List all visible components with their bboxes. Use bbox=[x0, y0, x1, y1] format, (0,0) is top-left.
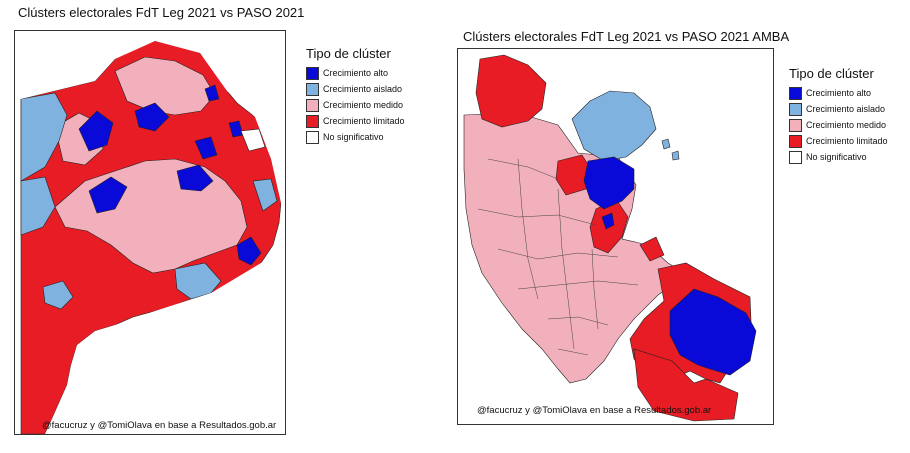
region-alto-6 bbox=[236, 236, 262, 266]
amba-island-2 bbox=[671, 150, 680, 161]
right-legend-item-limitado: Crecimiento limitado bbox=[789, 133, 888, 149]
region-alto-4 bbox=[176, 164, 214, 192]
right-map-frame bbox=[457, 48, 774, 425]
legend-swatch bbox=[306, 114, 319, 128]
right-map-credit: @facucruz y @TomiOlava en base a Resulta… bbox=[477, 405, 712, 416]
region-nosig bbox=[240, 128, 266, 152]
legend-label: Crecimiento alto bbox=[323, 68, 389, 78]
legend-label: Crecimiento limitado bbox=[323, 116, 405, 126]
region-aislado-southwest bbox=[20, 176, 56, 236]
legend-swatch bbox=[306, 82, 319, 96]
legend-label: Crecimiento aislado bbox=[806, 104, 886, 114]
left-province-map bbox=[15, 31, 285, 434]
left-legend-item-limitado: Crecimiento limitado bbox=[306, 113, 405, 129]
amba-island-1 bbox=[661, 138, 671, 150]
amba-alto-capital bbox=[583, 156, 635, 210]
left-map-credit: @facucruz y @TomiOlava en base a Resulta… bbox=[42, 420, 277, 431]
amba-limitado-north-suburbs bbox=[555, 154, 593, 196]
region-medido-north bbox=[114, 56, 216, 116]
right-legend-item-alto: Crecimiento alto bbox=[789, 85, 888, 101]
amba-alto-small bbox=[601, 212, 615, 230]
legend-swatch bbox=[789, 86, 802, 100]
amba-limitado-south bbox=[633, 348, 739, 422]
white-outside-south bbox=[45, 245, 285, 434]
amba-division-lines bbox=[477, 158, 639, 356]
legend-label: Crecimiento alto bbox=[806, 88, 872, 98]
region-alto-3 bbox=[134, 102, 170, 132]
right-legend-title: Tipo de clúster bbox=[789, 66, 874, 81]
region-alto-7 bbox=[204, 84, 220, 102]
legend-label: Crecimiento medido bbox=[323, 100, 404, 110]
right-map-title: Clústers electorales FdT Leg 2021 vs PAS… bbox=[463, 29, 790, 44]
legend-swatch bbox=[306, 98, 319, 112]
legend-label: Crecimiento limitado bbox=[806, 136, 888, 146]
region-alto-5 bbox=[194, 136, 218, 160]
region-aislado-coast bbox=[252, 178, 278, 212]
legend-swatch bbox=[306, 66, 319, 80]
region-alto-1 bbox=[78, 110, 114, 152]
legend-swatch bbox=[789, 134, 802, 148]
left-map-frame bbox=[14, 30, 286, 435]
left-legend-item-alto: Crecimiento alto bbox=[306, 65, 405, 81]
right-legend-item-aislado: Crecimiento aislado bbox=[789, 101, 888, 117]
legend-swatch bbox=[789, 150, 802, 164]
right-amba-map bbox=[463, 54, 757, 422]
legend-swatch bbox=[789, 102, 802, 116]
white-outside-north bbox=[15, 31, 285, 434]
amba-aislado-delta bbox=[571, 90, 657, 162]
left-legend-item-nosig: No significativo bbox=[306, 129, 405, 145]
legend-label: Crecimiento aislado bbox=[323, 84, 403, 94]
left-legend-item-medido: Crecimiento medido bbox=[306, 97, 405, 113]
legend-label: Crecimiento medido bbox=[806, 120, 887, 130]
region-aislado-small bbox=[42, 280, 74, 310]
legend-label: No significativo bbox=[806, 152, 867, 162]
legend-swatch bbox=[789, 118, 802, 132]
amba-limitado-east-small bbox=[639, 236, 665, 262]
legend-swatch bbox=[306, 130, 319, 144]
right-legend-item-nosig: No significativo bbox=[789, 149, 888, 165]
region-alto-2 bbox=[88, 176, 128, 214]
left-map-legend: Tipo de clúster Crecimiento alto Crecimi… bbox=[306, 46, 405, 145]
amba-alto-la-plata bbox=[669, 288, 757, 376]
amba-limitado-northwest bbox=[475, 54, 547, 128]
legend-label: No significativo bbox=[323, 132, 384, 142]
right-legend-item-medido: Crecimiento medido bbox=[789, 117, 888, 133]
left-map-title: Clústers electorales FdT Leg 2021 vs PAS… bbox=[18, 5, 305, 20]
left-legend-item-aislado: Crecimiento aislado bbox=[306, 81, 405, 97]
right-map-legend: Tipo de clúster Crecimiento alto Crecimi… bbox=[789, 66, 888, 165]
left-legend-title: Tipo de clúster bbox=[306, 46, 391, 61]
